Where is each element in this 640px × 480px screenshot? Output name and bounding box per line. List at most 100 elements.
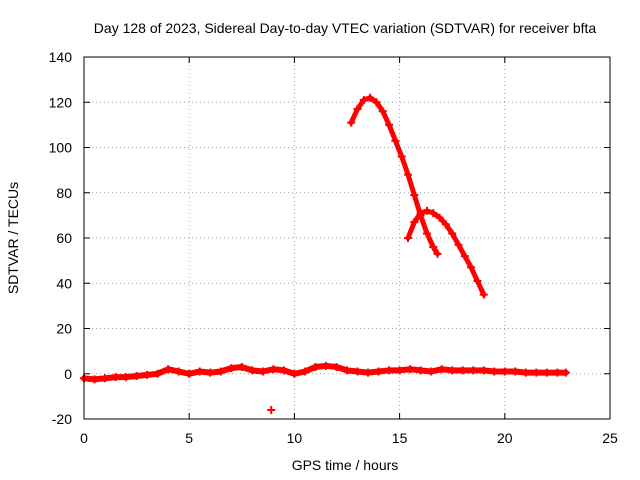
series-arc-1 bbox=[347, 93, 442, 258]
data-point bbox=[448, 366, 457, 375]
data-point bbox=[111, 373, 120, 382]
data-point bbox=[404, 234, 413, 242]
data-point bbox=[343, 366, 351, 375]
x-tick-label: 0 bbox=[80, 430, 88, 446]
data-point bbox=[521, 368, 530, 377]
data-point bbox=[561, 368, 570, 377]
series-baseline bbox=[80, 361, 570, 384]
data-point bbox=[174, 367, 183, 376]
data-point bbox=[300, 367, 309, 376]
data-point bbox=[353, 105, 362, 114]
data-point bbox=[410, 218, 419, 227]
y-tick-label: 120 bbox=[49, 94, 73, 110]
data-point bbox=[237, 362, 246, 371]
data-point bbox=[490, 367, 499, 376]
data-point bbox=[290, 369, 299, 378]
data-point bbox=[164, 365, 173, 374]
x-tick-label: 5 bbox=[185, 430, 193, 446]
data-point bbox=[353, 367, 362, 376]
data-point bbox=[422, 229, 431, 238]
y-tick-label: 0 bbox=[64, 366, 72, 382]
data-point bbox=[258, 367, 267, 376]
y-tick-label: 20 bbox=[56, 321, 72, 337]
data-point bbox=[378, 107, 387, 116]
data-point bbox=[364, 368, 373, 377]
y-tick-label: -20 bbox=[52, 411, 72, 427]
series-arc-2 bbox=[404, 206, 488, 299]
x-tick-label: 20 bbox=[497, 430, 513, 446]
data-point bbox=[267, 405, 276, 414]
data-point bbox=[473, 276, 482, 285]
data-point bbox=[332, 362, 341, 371]
y-axis-label: SDTVAR / TECUs bbox=[5, 182, 21, 294]
data-point bbox=[366, 93, 375, 102]
data-point bbox=[433, 249, 442, 258]
data-point bbox=[153, 369, 162, 378]
data-point bbox=[437, 365, 446, 374]
data-point bbox=[435, 213, 444, 222]
data-point bbox=[321, 361, 330, 370]
data-point bbox=[195, 367, 204, 376]
data-point bbox=[122, 373, 131, 382]
data-point bbox=[101, 374, 110, 383]
grid bbox=[84, 57, 610, 419]
data-point bbox=[374, 367, 383, 376]
data-point bbox=[395, 366, 404, 375]
data-point bbox=[216, 367, 225, 376]
data-point bbox=[467, 263, 476, 272]
data-point bbox=[479, 290, 488, 299]
y-tick-label: 140 bbox=[49, 49, 73, 65]
data-point bbox=[410, 191, 419, 200]
data-point bbox=[511, 367, 520, 376]
data-point bbox=[553, 368, 562, 377]
data-point bbox=[248, 366, 257, 375]
data-point bbox=[185, 369, 194, 378]
x-tick-label: 25 bbox=[602, 430, 618, 446]
data-point bbox=[416, 366, 425, 375]
data-point bbox=[269, 365, 278, 374]
data-point bbox=[385, 120, 394, 129]
data-series bbox=[80, 93, 570, 414]
data-point bbox=[469, 366, 478, 375]
data-point bbox=[416, 209, 425, 218]
data-point bbox=[397, 152, 406, 161]
data-point bbox=[427, 367, 436, 376]
data-point bbox=[500, 367, 509, 376]
data-point bbox=[359, 95, 368, 104]
data-point bbox=[311, 362, 320, 371]
data-point bbox=[429, 209, 438, 218]
data-point bbox=[454, 240, 463, 249]
y-tick-label: 80 bbox=[56, 185, 72, 201]
y-tick-label: 60 bbox=[56, 230, 72, 246]
series-outlier bbox=[267, 405, 276, 414]
data-point bbox=[279, 366, 288, 375]
data-point bbox=[347, 118, 356, 127]
data-point bbox=[227, 364, 236, 373]
data-point bbox=[132, 372, 141, 381]
data-point bbox=[460, 252, 469, 261]
y-tick-label: 100 bbox=[49, 140, 73, 156]
data-point bbox=[422, 206, 431, 215]
data-point bbox=[404, 170, 413, 179]
axis-ticks: 0 5 10 15 20 25 -20 0 20 40 60 80 100 120 140 bbox=[49, 49, 618, 446]
data-point bbox=[441, 220, 450, 229]
data-point bbox=[479, 366, 488, 375]
data-point bbox=[542, 368, 551, 377]
data-point bbox=[372, 98, 381, 107]
x-tick-label: 10 bbox=[287, 430, 303, 446]
data-point bbox=[206, 368, 215, 377]
data-point bbox=[385, 366, 394, 375]
y-tick-label: 40 bbox=[56, 275, 72, 291]
data-point bbox=[532, 368, 541, 377]
x-tick-label: 15 bbox=[392, 430, 408, 446]
chart-title: Day 128 of 2023, Sidereal Day-to-day VTE… bbox=[94, 20, 597, 36]
plot-frame bbox=[83, 56, 611, 420]
x-axis-label: GPS time / hours bbox=[292, 457, 399, 473]
data-point bbox=[429, 243, 438, 252]
data-point bbox=[90, 375, 99, 384]
data-point bbox=[458, 366, 467, 375]
series-line bbox=[348, 95, 440, 257]
data-point bbox=[391, 136, 400, 145]
data-point bbox=[448, 229, 457, 238]
